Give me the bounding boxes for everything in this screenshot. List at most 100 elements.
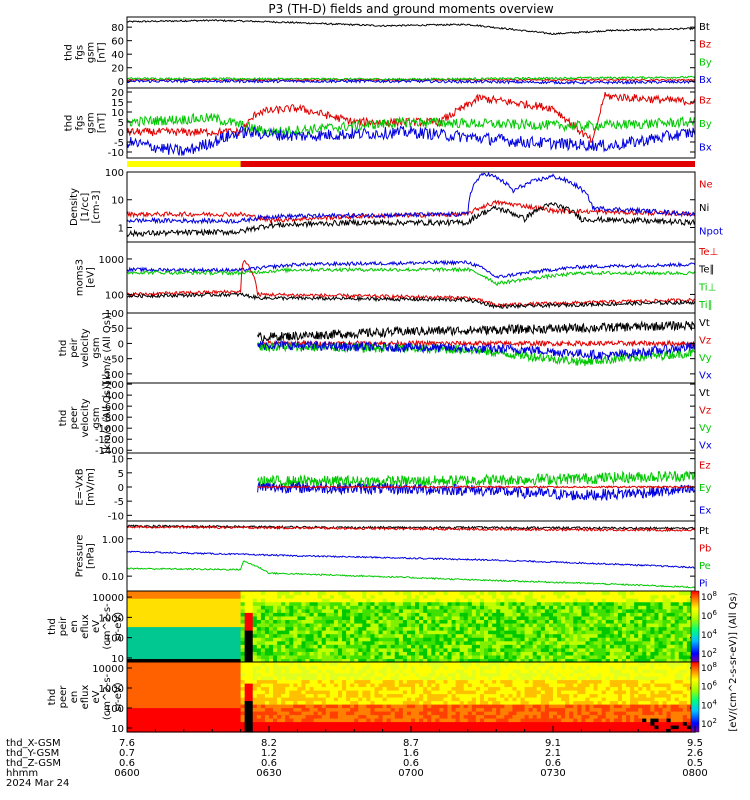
spectrogram-cell: [573, 608, 578, 613]
spectrogram-cell: [370, 640, 376, 645]
spectrogram-cell: [155, 725, 161, 730]
spectrogram-cell: [358, 676, 363, 681]
spectrogram-cell: [439, 721, 445, 726]
spectrogram-cell: [191, 651, 197, 656]
spectrogram-cell: [358, 615, 363, 620]
spectrogram-cell: [216, 644, 221, 649]
spectrogram-cell: [240, 665, 246, 670]
spectrogram-cell: [131, 598, 136, 603]
spectrogram-cell: [630, 615, 635, 620]
y-axis-label: gsm: [91, 407, 102, 428]
spectrogram-cell: [415, 707, 420, 712]
spectrogram-cell: [370, 591, 376, 596]
spectrogram-cell: [167, 630, 173, 635]
spectrogram-cell: [451, 721, 457, 726]
spectrogram-cell: [325, 591, 331, 596]
spectrogram-cell: [236, 725, 242, 730]
spectrogram-cell: [512, 644, 518, 649]
spectrogram-cell: [585, 608, 591, 613]
spectrogram-cell: [240, 690, 246, 695]
spectrogram-cell: [662, 633, 668, 638]
spectrogram-cell: [423, 633, 428, 638]
spectrogram-cell: [471, 605, 477, 610]
spectrogram-cell: [244, 672, 250, 677]
spectrogram-cell: [650, 630, 656, 635]
spectrogram-cell: [630, 633, 635, 638]
spectrogram-cell: [581, 591, 587, 596]
spectrogram-cell: [378, 669, 384, 674]
spectrogram-cell: [504, 725, 509, 730]
spectrogram-cell: [378, 693, 384, 698]
spectrogram-cell: [394, 601, 400, 606]
spectrogram-cell: [228, 622, 234, 628]
spectrogram-cell: [374, 608, 380, 613]
spectrogram-cell: [147, 644, 152, 649]
spectrogram-cell: [666, 633, 672, 638]
spectrogram-cell: [151, 683, 156, 688]
spectrogram-cell: [419, 608, 424, 613]
spectrogram-cell: [589, 633, 595, 638]
spectrogram-cell: [419, 647, 424, 652]
spectrogram-cell: [378, 651, 384, 656]
spectrogram-cell: [269, 690, 274, 695]
spectrogram-cell: [240, 654, 246, 660]
spectrogram-cell: [471, 679, 477, 684]
spectrogram-cell: [585, 644, 591, 649]
spectrogram-cell: [630, 630, 635, 635]
spectrogram-cell: [561, 608, 566, 613]
spectrogram-cell: [601, 622, 607, 628]
spectrogram-cell: [617, 605, 623, 610]
spectrogram-cell: [187, 654, 193, 660]
spectrogram-cell: [548, 654, 554, 660]
spectrogram-cell: [195, 619, 201, 624]
spectrogram-cell: [678, 612, 684, 617]
spectrogram-cell: [159, 608, 165, 613]
spectrogram-cell: [362, 654, 367, 660]
spectrogram-cell: [248, 672, 254, 677]
spectrogram-cell: [467, 725, 473, 730]
spectrogram-cell: [435, 679, 440, 684]
spectrogram-cell: [532, 612, 538, 617]
spectrogram-cell: [350, 693, 355, 698]
spectrogram-cell: [374, 672, 380, 677]
spectrogram-cell: [333, 672, 339, 677]
spectrogram-cell: [236, 721, 242, 726]
spectrogram-cell: [325, 630, 331, 635]
spectrogram-cell: [212, 662, 217, 667]
spectrogram-cell: [617, 644, 623, 649]
spectrogram-cell: [646, 594, 651, 599]
legend-entry: Ni: [699, 203, 709, 214]
spectrogram-cell: [232, 714, 238, 719]
spectrogram-cell: [427, 707, 432, 712]
spectrogram-cell: [337, 612, 343, 617]
spectrogram-cell: [398, 704, 404, 709]
spectrogram-cell: [301, 725, 307, 730]
spectrogram-cell: [496, 591, 501, 596]
spectrogram-cell: [187, 633, 193, 638]
spectrogram-cell: [281, 630, 286, 635]
y-tick-label: 10: [111, 108, 124, 119]
spectrogram-cell: [350, 721, 355, 726]
spectrogram-cell: [415, 626, 420, 631]
spectrogram-cell: [508, 591, 514, 596]
spectrogram-cell: [143, 686, 148, 691]
spectrogram-cell: [285, 725, 290, 730]
spectrogram-cell: [329, 725, 335, 730]
spectrogram-cell: [212, 672, 217, 677]
spectrogram-cell: [175, 630, 181, 635]
spectrogram-cell: [382, 679, 388, 684]
spectrogram-cell: [390, 728, 396, 733]
spectrogram-cell: [220, 626, 225, 631]
spectrogram-cell: [366, 591, 372, 596]
spectrogram-cell: [577, 654, 582, 660]
spectrogram-cell: [378, 686, 384, 691]
spectrogram-cell: [370, 704, 376, 709]
spectrogram-cell: [216, 711, 221, 716]
spectrogram-cell: [305, 647, 311, 652]
spectrogram-cell: [386, 683, 392, 688]
spectrogram-cell: [650, 591, 656, 596]
spectrogram-cell: [260, 608, 266, 613]
spectrogram-cell: [293, 721, 298, 726]
spectrogram-cell: [313, 647, 319, 652]
spectrogram-cell: [252, 594, 258, 599]
